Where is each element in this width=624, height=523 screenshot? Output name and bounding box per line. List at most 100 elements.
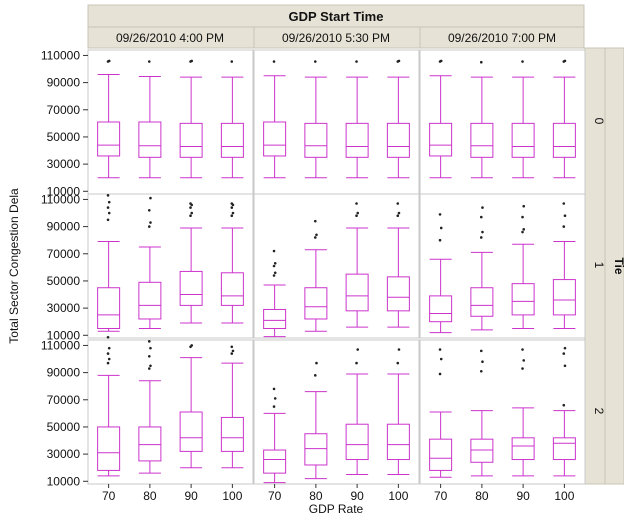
box-iqr: [470, 287, 494, 317]
outlier-point: [272, 264, 276, 268]
x-tick-label: 80: [309, 489, 323, 503]
box-iqr: [552, 437, 576, 461]
box-iqr: [263, 121, 287, 157]
box-iqr: [220, 416, 244, 452]
chart-panel: 70 80 90 100: [253, 339, 420, 503]
box-plot: [179, 202, 203, 324]
outlier-point: [355, 361, 358, 365]
outlier-point: [313, 374, 317, 377]
outlier-point: [479, 349, 483, 353]
y-tick-label: 30000: [47, 301, 81, 315]
box-iqr: [345, 122, 369, 158]
box-iqr: [470, 438, 494, 463]
panel-frame: [419, 339, 586, 485]
outlier-point: [272, 387, 276, 391]
box-plot: [220, 345, 244, 469]
box-iqr: [138, 426, 162, 462]
box-plot: [179, 59, 203, 179]
outlier-point: [313, 60, 317, 63]
box-plot: [97, 59, 121, 179]
box-iqr: [220, 272, 244, 306]
x-tick-label: 100: [222, 489, 242, 503]
box-iqr: [511, 437, 535, 461]
outlier-point: [189, 202, 192, 205]
column-header-strip: [87, 26, 585, 49]
box-plot: [429, 59, 453, 179]
box-iqr: [345, 423, 369, 461]
box-iqr: [345, 273, 369, 312]
outlier-point: [438, 348, 442, 351]
outlier-point: [396, 214, 400, 218]
row-facet-title: Tie: [612, 257, 624, 274]
outlier-point: [522, 204, 526, 208]
outlier-point: [521, 230, 524, 234]
row-header-label: 2: [592, 408, 606, 415]
box-plot: [263, 249, 287, 338]
box-plot: [345, 202, 369, 328]
outlier-point: [147, 209, 151, 212]
outlier-point: [190, 59, 194, 63]
outlier-point: [522, 359, 526, 362]
box-iqr: [304, 433, 328, 466]
outlier-point: [107, 211, 111, 215]
y-axis-title: Total Sector Congestion Dela: [7, 188, 21, 344]
outlier-point: [522, 228, 526, 231]
panel-frame: [253, 193, 420, 339]
y-tick-label: 90000: [47, 76, 81, 90]
y-tick-label: 50000: [47, 274, 81, 288]
box-iqr: [138, 121, 162, 158]
outlier-point: [479, 369, 483, 373]
outlier-point: [315, 361, 318, 365]
box-plot: [470, 349, 494, 477]
outlier-point: [396, 361, 400, 365]
box-iqr: [511, 283, 535, 316]
box-plot: [386, 348, 410, 475]
y-tick-label: 70000: [47, 393, 81, 407]
box-iqr: [97, 121, 121, 157]
outlier-point: [106, 335, 110, 339]
chart-panel: [253, 193, 420, 339]
box-iqr: [386, 276, 410, 312]
outlier-point: [147, 355, 151, 358]
outlier-point: [107, 346, 111, 350]
y-tick-label: 70000: [47, 103, 81, 117]
y-tick-label: 110000: [41, 338, 80, 352]
box-iqr: [263, 308, 287, 329]
outlier-point: [147, 225, 151, 228]
outlier-point: [147, 340, 151, 343]
box-iqr: [220, 122, 244, 158]
chart-panel: 110000 90000 70000 50000 30000 10000 70 80 90 100: [41, 335, 254, 503]
outlier-point: [231, 349, 235, 353]
outlier-point: [272, 274, 276, 277]
box-iqr: [263, 449, 287, 474]
outlier-point: [397, 59, 401, 63]
x-tick-label: 90: [184, 489, 198, 503]
outlier-point: [106, 352, 110, 355]
outlier-point: [107, 357, 111, 361]
outlier-point: [521, 367, 524, 370]
x-tick-label: 100: [554, 489, 574, 503]
outlier-point: [479, 60, 483, 64]
x-tick-label: 70: [268, 489, 282, 503]
y-tick-label: 30000: [47, 447, 81, 461]
outlier-point: [438, 372, 442, 376]
outlier-point: [190, 211, 194, 215]
y-tick-label: 30000: [47, 157, 81, 171]
box-iqr: [511, 122, 535, 158]
outlier-point: [355, 202, 358, 205]
box-plot: [429, 213, 453, 334]
outlier-point: [147, 60, 151, 63]
outlier-point: [230, 352, 234, 355]
column-header-label: 09/26/2010 5:30 PM: [282, 31, 390, 45]
row-title-strip: [604, 47, 624, 485]
y-tick-label: 90000: [47, 366, 81, 380]
box-plot: [470, 60, 494, 179]
outlier-point: [356, 211, 360, 215]
outlier-point: [273, 261, 277, 265]
box-iqr: [386, 122, 410, 158]
box-plot: [304, 60, 328, 179]
outlier-point: [272, 60, 276, 63]
outlier-point: [439, 226, 443, 230]
box-iqr: [429, 438, 453, 471]
